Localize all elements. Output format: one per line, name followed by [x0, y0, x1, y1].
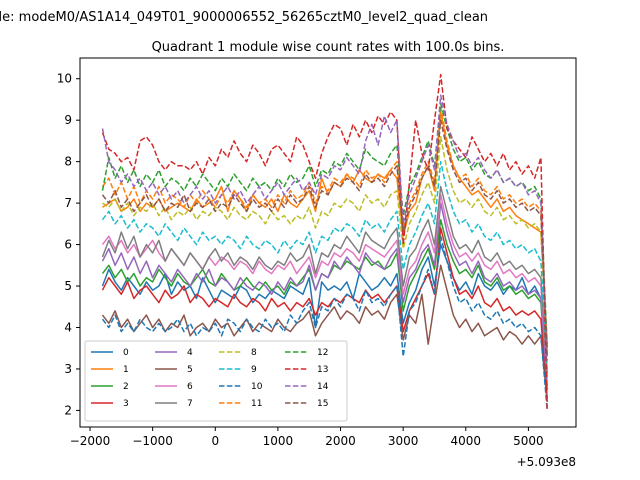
legend-label-8: 8 [251, 348, 257, 358]
legend-label-3: 3 [123, 399, 129, 409]
x-axis: −2000 −1000 0 1000 2000 3000 4000 5000 [70, 427, 544, 448]
legend-label-6: 6 [187, 382, 193, 392]
legend-label-12: 12 [317, 348, 328, 358]
series-line-3 [101, 227, 548, 399]
y-tick-label: 7 [64, 196, 72, 210]
y-tick-label: 9 [64, 113, 72, 127]
legend-box [84, 340, 348, 422]
y-tick-label: 10 [57, 72, 72, 86]
series-line-5 [101, 264, 548, 403]
y-tick-label: 2 [64, 403, 72, 417]
legend-label-15: 15 [317, 399, 328, 409]
series-line-0 [101, 243, 548, 378]
legend-label-13: 13 [317, 365, 328, 375]
series-line-8 [102, 136, 548, 357]
legend-label-7: 7 [187, 399, 193, 409]
legend-label-14: 14 [317, 382, 329, 392]
y-tick-label: 8 [64, 155, 72, 169]
series-line-12 [101, 102, 548, 349]
x-tick-label: 3000 [388, 434, 419, 448]
legend-label-0: 0 [123, 348, 129, 358]
x-tick-label: 1000 [263, 434, 294, 448]
series-line-1 [102, 111, 548, 345]
legend-label-2: 2 [123, 382, 129, 392]
suptitle: n file: modeM0/AS1A14_049T01_9000006552_… [0, 10, 488, 25]
series-layer [101, 73, 548, 411]
y-tick-label: 4 [64, 320, 72, 334]
series-line-7 [101, 185, 548, 374]
legend-label-10: 10 [251, 382, 263, 392]
legend-label-4: 4 [187, 348, 193, 358]
x-tick-label: 0 [211, 434, 219, 448]
series-line-4 [101, 202, 548, 386]
y-tick-label: 3 [64, 362, 72, 376]
x-tick-label: −1000 [132, 434, 173, 448]
x-tick-label: 5000 [513, 434, 544, 448]
legend-label-11: 11 [251, 399, 262, 409]
series-line-9 [101, 160, 548, 370]
legend-label-9: 9 [251, 365, 257, 375]
x-tick-label: −2000 [70, 434, 111, 448]
series-line-13 [101, 73, 548, 411]
series-line-10 [101, 235, 548, 411]
legend-label-1: 1 [123, 365, 129, 375]
series-line-11 [101, 107, 548, 353]
y-tick-label: 5 [64, 279, 72, 293]
y-tick-label: 6 [64, 238, 72, 252]
x-offset-label: +5.093e8 [517, 455, 576, 469]
series-line-14 [101, 94, 548, 361]
series-line-15 [101, 119, 548, 357]
x-tick-label: 4000 [451, 434, 482, 448]
plot-area-frame [79, 57, 577, 428]
x-tick-label: 2000 [325, 434, 356, 448]
y-axis: 2 3 4 5 6 7 8 9 10 [57, 72, 80, 417]
chart-title: Quadrant 1 module wise count rates with … [152, 40, 505, 55]
legend-label-5: 5 [187, 365, 193, 375]
